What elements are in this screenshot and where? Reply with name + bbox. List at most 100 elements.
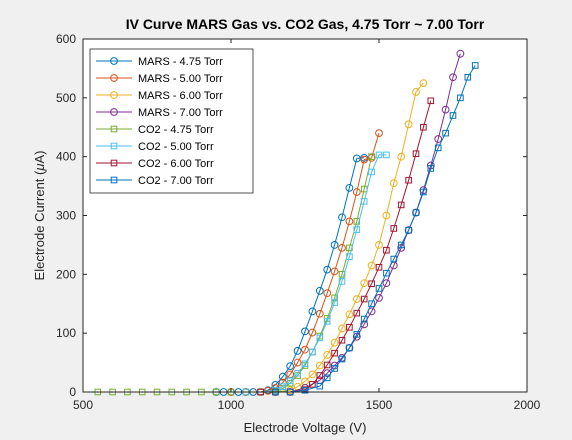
data-point (456, 49, 465, 58)
data-point (427, 97, 435, 105)
data-point (331, 349, 338, 357)
legend-label: CO2 - 6.00 Torr (138, 158, 214, 170)
data-point (278, 372, 287, 381)
chart-title: IV Curve MARS Gas vs. CO2 Gas, 4.75 Torr… (126, 16, 485, 32)
data-point (331, 294, 338, 302)
data-point (346, 253, 353, 260)
data-point (352, 154, 361, 163)
data-point (309, 381, 316, 388)
legend-marker (110, 108, 118, 116)
data-point (279, 383, 287, 391)
series-8 (272, 62, 479, 396)
data-point (404, 226, 413, 235)
data-point (419, 79, 428, 88)
data-point (420, 188, 427, 196)
data-point (315, 361, 324, 370)
data-point (471, 62, 479, 69)
data-point (345, 310, 354, 319)
x-axis-label: Electrode Voltage (V) (244, 420, 367, 435)
data-point (301, 383, 309, 392)
data-point (367, 153, 376, 162)
data-point (389, 179, 398, 188)
legend-label: MARS - 6.00 Torr (138, 90, 223, 102)
data-point (315, 309, 324, 318)
data-point (375, 241, 383, 249)
data-point (464, 73, 472, 81)
data-point (338, 324, 346, 333)
data-point (457, 94, 464, 102)
data-point (441, 105, 450, 114)
data-point (301, 327, 309, 336)
data-point (353, 309, 361, 317)
data-point (360, 295, 368, 303)
legend: MARS - 4.75 Torr MARS - 5.00 Torr MARS - 6… (89, 48, 254, 194)
data-point (368, 300, 375, 308)
legend-box (89, 48, 254, 194)
data-point (419, 186, 428, 195)
data-point (360, 155, 369, 164)
y-axis-label-suffix: A) (32, 151, 47, 164)
data-point (390, 225, 398, 232)
data-point (330, 241, 339, 249)
legend-label: CO2 - 4.75 Torr (138, 124, 214, 136)
data-point (308, 370, 317, 379)
data-point (331, 299, 338, 306)
data-point (405, 176, 412, 184)
data-point (323, 289, 332, 298)
series-line (245, 154, 387, 393)
legend-marker (110, 57, 118, 65)
x-tick-label: 1000 (218, 398, 245, 412)
y-tick-label: 400 (56, 150, 76, 164)
data-point (412, 209, 420, 216)
data-point (323, 265, 332, 274)
data-point (383, 246, 390, 254)
data-point (375, 263, 383, 271)
data-point (368, 153, 375, 160)
data-point (352, 188, 361, 196)
legend-label: MARS - 7.00 Torr (138, 107, 223, 119)
data-point (345, 217, 354, 226)
data-point (405, 226, 412, 234)
data-point (323, 361, 331, 369)
data-point (449, 112, 457, 119)
data-point (346, 323, 353, 331)
data-point (375, 151, 383, 159)
data-point (345, 183, 354, 192)
data-point (315, 286, 324, 295)
data-point (316, 382, 324, 390)
data-point (346, 344, 353, 352)
data-point (345, 343, 354, 352)
data-point (383, 269, 390, 277)
data-point (420, 123, 427, 131)
legend-marker (110, 74, 118, 82)
data-point (367, 261, 376, 270)
y-axis-label-prefix: Electrode Current ( (32, 170, 47, 280)
series-line (275, 65, 476, 393)
data-point (309, 348, 316, 356)
series-6 (242, 151, 390, 396)
data-point (286, 377, 294, 385)
legend-label: MARS - 5.00 Torr (138, 73, 223, 85)
legend-label: CO2 - 5.00 Torr (138, 141, 214, 153)
legend-entry: CO2 - 7.00 Torr (96, 175, 214, 187)
x-tick-label: 2000 (514, 398, 541, 412)
x-tick-label: 1500 (366, 398, 393, 412)
data-point (301, 386, 309, 394)
legend-entry: MARS - 4.75 Torr (96, 56, 223, 68)
data-point (286, 362, 295, 371)
data-point (412, 88, 420, 96)
data-point (331, 365, 338, 372)
legend-entry: MARS - 5.00 Torr (96, 73, 223, 85)
data-point (338, 355, 346, 363)
series-line (260, 82, 424, 393)
data-point (375, 293, 383, 302)
legend-label: CO2 - 7.00 Torr (138, 175, 214, 187)
data-point (338, 278, 346, 285)
data-point (368, 168, 375, 176)
data-point (382, 211, 391, 220)
data-point (301, 360, 309, 368)
data-point (360, 315, 368, 323)
data-point (353, 218, 361, 225)
data-point (330, 338, 339, 347)
